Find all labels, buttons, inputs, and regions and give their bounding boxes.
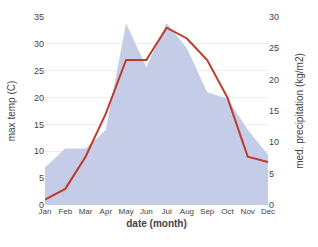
- svg-text:Aug: Aug: [180, 207, 194, 216]
- svg-text:20: 20: [34, 93, 44, 103]
- svg-text:Jun: Jun: [140, 207, 153, 216]
- svg-text:35: 35: [34, 12, 44, 22]
- svg-text:Jul: Jul: [162, 207, 172, 216]
- svg-text:30: 30: [34, 39, 44, 49]
- svg-text:5: 5: [39, 173, 44, 183]
- svg-text:date (month): date (month): [126, 218, 187, 229]
- svg-text:May: May: [119, 207, 134, 216]
- svg-text:10: 10: [269, 137, 279, 147]
- svg-text:max temp (C): max temp (C): [6, 81, 17, 142]
- svg-text:Apr: Apr: [100, 207, 113, 216]
- svg-text:Nov: Nov: [241, 207, 255, 216]
- svg-text:10: 10: [34, 146, 44, 156]
- svg-text:25: 25: [269, 43, 279, 53]
- svg-text:med. precipitation (kg/m2): med. precipitation (kg/m2): [294, 53, 305, 169]
- svg-text:Feb: Feb: [58, 207, 72, 216]
- svg-text:Mar: Mar: [79, 207, 93, 216]
- svg-text:15: 15: [269, 106, 279, 116]
- svg-text:Oct: Oct: [221, 207, 234, 216]
- svg-text:Sep: Sep: [200, 207, 215, 216]
- svg-text:0: 0: [39, 200, 44, 210]
- svg-text:0: 0: [269, 200, 274, 210]
- svg-text:20: 20: [269, 75, 279, 85]
- svg-text:Dec: Dec: [261, 207, 275, 216]
- svg-text:25: 25: [34, 66, 44, 76]
- svg-text:30: 30: [269, 12, 279, 22]
- svg-text:5: 5: [269, 169, 274, 179]
- svg-text:15: 15: [34, 120, 44, 130]
- svg-text:Jan: Jan: [39, 207, 52, 216]
